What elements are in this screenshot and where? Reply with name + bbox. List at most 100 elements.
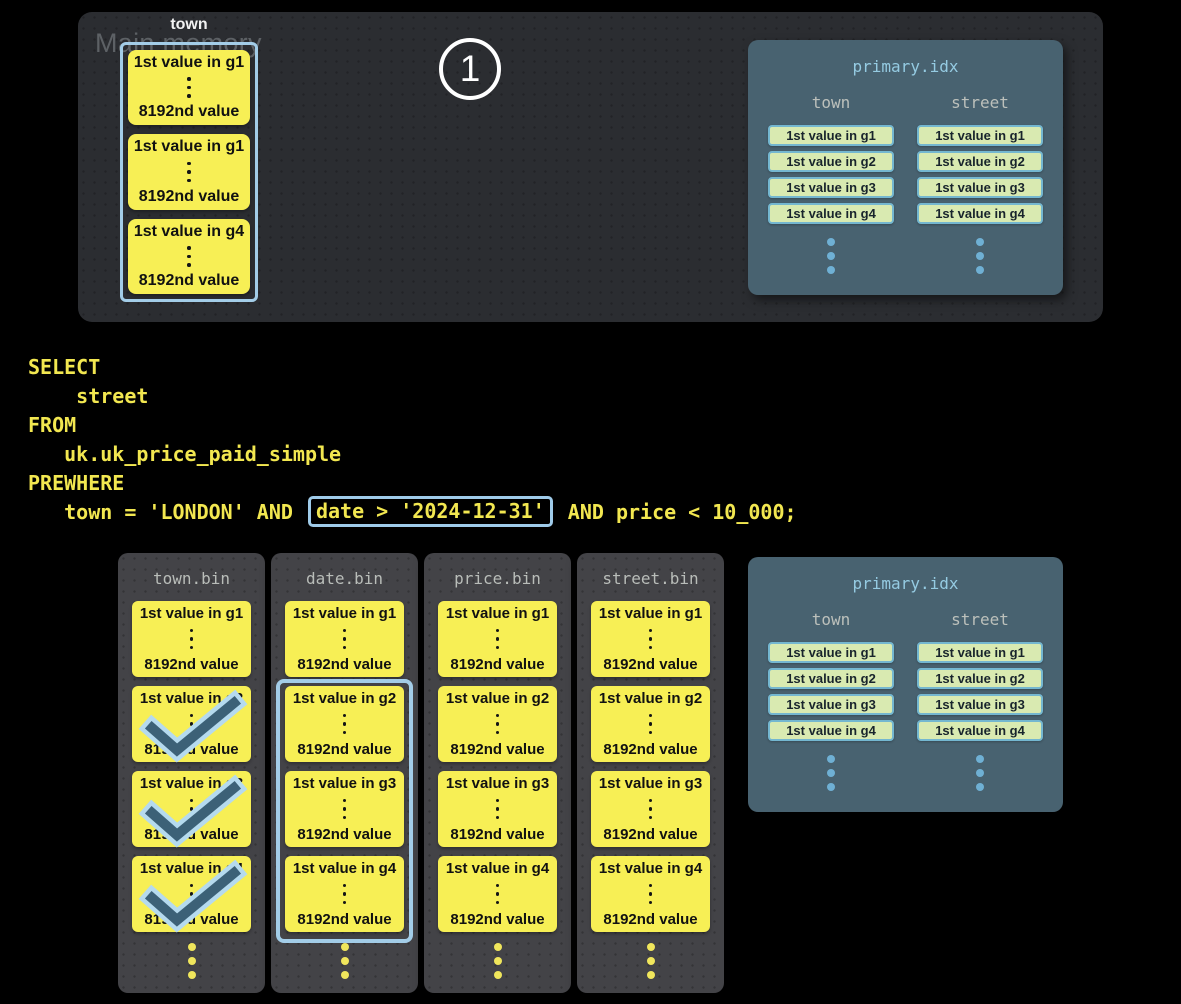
- granule-last-value: 8192nd value: [450, 826, 545, 843]
- granule-first-value: 1st value in g4: [598, 860, 703, 877]
- index-entry: 1st value in g2: [768, 668, 894, 689]
- granule-block-g3: 1st value in g3 8192nd value: [132, 771, 251, 848]
- memory-granule-block-3: 1st value in g4 8192nd value: [128, 218, 250, 294]
- sql-query: SELECT street FROM uk.uk_price_paid_simp…: [28, 352, 797, 527]
- loaded-town-column-box: 1st value in g1 8192nd value 1st value i…: [120, 42, 258, 302]
- bin-panel-price: price.bin 1st value in g1 8192nd value 1…: [424, 553, 571, 993]
- index-column-town: town 1st value in g1 1st value in g2 1st…: [768, 93, 894, 274]
- bin-file-title: price.bin: [454, 569, 541, 588]
- vertical-ellipsis-icon: [648, 713, 653, 735]
- index-column-town: town 1st value in g1 1st value in g2 1st…: [768, 610, 894, 791]
- granule-block-g1: 1st value in g1 8192nd value: [438, 601, 557, 677]
- step-1-badge: 1: [439, 38, 501, 100]
- index-entry: 1st value in g4: [917, 203, 1043, 224]
- sql-line: street: [28, 383, 149, 408]
- index-entry: 1st value in g3: [768, 694, 894, 715]
- bin-panel-town: town.bin 1st value in g1 8192nd value 1s…: [118, 553, 265, 993]
- granule-first-value: 1st value in g1: [445, 605, 550, 622]
- granule-first-value: 1st value in g2: [139, 690, 244, 707]
- granule-first-value: 1st value in g2: [598, 690, 703, 707]
- index-entry: 1st value in g2: [917, 668, 1043, 689]
- granule-block-g4: 1st value in g4 8192nd value: [591, 856, 710, 932]
- primary-index-panel-top: primary.idx town 1st value in g1 1st val…: [748, 40, 1063, 295]
- primary-index-title: primary.idx: [852, 57, 959, 76]
- index-entry: 1st value in g4: [917, 720, 1043, 741]
- primary-index-panel-bottom: primary.idx town 1st value in g1 1st val…: [748, 557, 1063, 812]
- vertical-ellipsis-icon: [285, 943, 404, 979]
- checkmark-icon: [138, 859, 248, 933]
- granule-block-g4: 1st value in g4 8192nd value: [285, 856, 404, 932]
- granule-last-value: 8192nd value: [297, 741, 392, 758]
- granule-last-value: 8192nd value: [450, 741, 545, 758]
- vertical-ellipsis-icon: [342, 798, 347, 820]
- vertical-ellipsis-icon: [827, 755, 835, 791]
- sql-condition-before: town = 'LONDON' AND: [28, 499, 305, 524]
- vertical-ellipsis-icon: [187, 77, 191, 98]
- vertical-ellipsis-icon: [648, 883, 653, 905]
- granule-block-g3: 1st value in g3 8192nd value: [438, 771, 557, 847]
- vertical-ellipsis-icon: [189, 628, 194, 650]
- vertical-ellipsis-icon: [827, 238, 835, 274]
- granule-first-value: 1st value in g1: [292, 605, 397, 622]
- granule-first-value: 1st value in g1: [133, 138, 245, 156]
- granule-last-value: 8192nd value: [144, 656, 239, 673]
- bin-file-title: street.bin: [602, 569, 699, 588]
- granule-last-value: 8192nd value: [603, 911, 698, 928]
- granule-last-value: 8192nd value: [297, 656, 392, 673]
- vertical-ellipsis-icon: [648, 798, 653, 820]
- index-column-header: street: [951, 610, 1009, 629]
- granule-first-value: 1st value in g3: [139, 775, 244, 792]
- granule-first-value: 1st value in g4: [139, 860, 244, 877]
- index-entry: 1st value in g1: [768, 642, 894, 663]
- granule-last-value: 8192nd value: [297, 826, 392, 843]
- vertical-ellipsis-icon: [132, 943, 251, 979]
- granule-block-g2: 1st value in g2 8192nd value: [285, 686, 404, 762]
- granule-last-value: 8192nd value: [603, 741, 698, 758]
- vertical-ellipsis-icon: [187, 246, 191, 267]
- granule-block-g4: 1st value in g4 8192nd value: [132, 856, 251, 933]
- vertical-ellipsis-icon: [591, 943, 710, 979]
- granule-block-g1: 1st value in g1 8192nd value: [591, 601, 710, 677]
- index-column-header: town: [811, 610, 851, 629]
- granule-first-value: 1st value in g4: [445, 860, 550, 877]
- vertical-ellipsis-icon: [495, 883, 500, 905]
- index-entry: 1st value in g4: [768, 203, 894, 224]
- granule-block-g3: 1st value in g3 8192nd value: [285, 771, 404, 847]
- index-entry: 1st value in g3: [917, 177, 1043, 198]
- granule-first-value: 1st value in g3: [292, 775, 397, 792]
- vertical-ellipsis-icon: [976, 238, 984, 274]
- granule-last-value: 8192nd value: [138, 103, 240, 121]
- bin-panel-date: date.bin 1st value in g1 8192nd value 1s…: [271, 553, 418, 993]
- bin-panel-street: street.bin 1st value in g1 8192nd value …: [577, 553, 724, 993]
- column-files-row: town.bin 1st value in g1 8192nd value 1s…: [118, 553, 724, 993]
- sql-line: FROM: [28, 412, 77, 437]
- granule-first-value: 1st value in g3: [445, 775, 550, 792]
- vertical-ellipsis-icon: [438, 943, 557, 979]
- vertical-ellipsis-icon: [342, 713, 347, 735]
- vertical-ellipsis-icon: [648, 628, 653, 650]
- index-entry: 1st value in g2: [768, 151, 894, 172]
- sql-prewhere-conditions: town = 'LONDON' AND date > '2024-12-31' …: [28, 496, 797, 527]
- granule-first-value: 1st value in g1: [133, 54, 245, 71]
- vertical-ellipsis-icon: [495, 628, 500, 650]
- memory-granule-block-2: 1st value in g1 8192nd value: [128, 134, 250, 210]
- granule-last-value: 8192nd value: [138, 187, 240, 205]
- index-column-header: town: [811, 93, 851, 112]
- sql-line: SELECT: [28, 354, 101, 379]
- granule-first-value: 1st value in g4: [133, 222, 245, 240]
- granule-first-value: 1st value in g1: [598, 605, 703, 622]
- index-entry: 1st value in g1: [917, 642, 1043, 663]
- granule-block-g2: 1st value in g2 8192nd value: [132, 686, 251, 763]
- granule-first-value: 1st value in g4: [292, 860, 397, 877]
- granule-last-value: 8192nd value: [450, 911, 545, 928]
- granule-first-value: 1st value in g2: [292, 690, 397, 707]
- vertical-ellipsis-icon: [342, 628, 347, 650]
- index-column-street: street 1st value in g1 1st value in g2 1…: [917, 93, 1043, 274]
- vertical-ellipsis-icon: [495, 798, 500, 820]
- granule-first-value: 1st value in g2: [445, 690, 550, 707]
- granule-last-value: 8192nd value: [603, 826, 698, 843]
- index-entry: 1st value in g1: [768, 125, 894, 146]
- vertical-ellipsis-icon: [976, 755, 984, 791]
- sql-line: PREWHERE: [28, 470, 125, 495]
